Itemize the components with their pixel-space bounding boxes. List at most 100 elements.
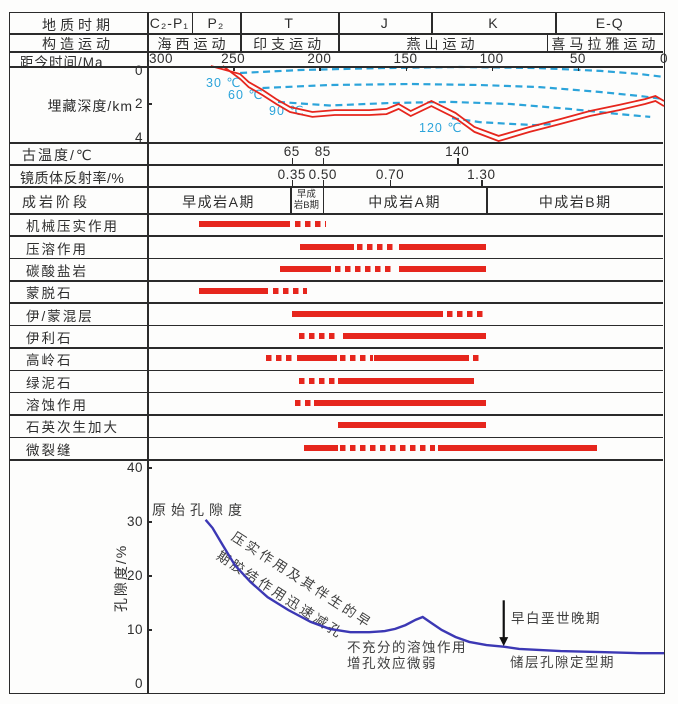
porosity-tick-label: 10 bbox=[126, 622, 143, 637]
porosity-tick-label: 30 bbox=[126, 514, 143, 529]
process-bar-solid bbox=[398, 243, 487, 250]
isotherm-label-120c: 120 ℃ bbox=[419, 121, 463, 135]
row-label-paleo-temp: 古温度/℃ bbox=[22, 147, 94, 163]
process-bar-solid bbox=[398, 265, 487, 272]
process-bar-solid bbox=[374, 355, 470, 362]
tectonic-cell-3: 喜马拉雅运动 bbox=[551, 36, 660, 52]
process-row-divider bbox=[9, 257, 663, 260]
row-divider bbox=[9, 66, 663, 68]
process-bar-dashed bbox=[472, 355, 482, 362]
paleo-temp-tick bbox=[291, 158, 294, 164]
period-cell-1: P₂ bbox=[207, 15, 225, 31]
isotherm-label-90c: 90 ℃ bbox=[269, 104, 305, 118]
isotherm-label-60c: 60 ℃ bbox=[228, 88, 264, 102]
stage-cell-0: 早成岩A期 bbox=[182, 194, 255, 210]
tectonic-cell-0: 海西运动 bbox=[157, 36, 230, 52]
row-divider bbox=[9, 164, 663, 166]
period-cell-divider bbox=[338, 12, 340, 33]
row-label-geologic-period: 地质时期 bbox=[42, 17, 114, 33]
process-label-5: 伊利石 bbox=[26, 331, 73, 346]
row-divider bbox=[9, 186, 663, 188]
time-tick-label: 100 bbox=[479, 51, 504, 66]
process-bar-dashed bbox=[357, 243, 396, 250]
paleo-temp-tick bbox=[322, 158, 325, 164]
process-label-4: 伊/蒙混层 bbox=[26, 308, 94, 324]
tectonic-cell-divider bbox=[546, 33, 549, 51]
porosity-tick bbox=[147, 629, 152, 631]
process-label-6: 高岭石 bbox=[26, 353, 73, 369]
process-bar-dashed bbox=[340, 355, 373, 362]
time-tick-label: 250 bbox=[221, 51, 246, 66]
tectonic-cell-divider bbox=[338, 33, 340, 51]
process-row-divider bbox=[9, 391, 663, 394]
time-tick bbox=[233, 66, 235, 71]
figure-outer-border bbox=[9, 12, 665, 694]
depth-tick-label: 4 bbox=[134, 130, 143, 145]
process-bar-solid bbox=[303, 444, 339, 451]
period-cell-divider bbox=[431, 12, 433, 33]
process-bar-dashed bbox=[295, 221, 327, 228]
process-label-10: 微裂缝 bbox=[26, 442, 73, 458]
annotation-porosity-finalized: 储层孔隙定型期 bbox=[510, 655, 615, 670]
paleo-temp-tick bbox=[457, 158, 459, 164]
stage-cell-divider bbox=[290, 186, 292, 213]
process-bar-dashed bbox=[272, 288, 308, 295]
process-bar-dashed bbox=[295, 400, 313, 407]
time-tick bbox=[491, 66, 494, 71]
process-row-divider bbox=[9, 414, 663, 416]
time-tick-label: 0 bbox=[659, 51, 668, 66]
row-divider bbox=[9, 213, 663, 215]
vitrinite-tick bbox=[291, 180, 294, 186]
annotation-original-porosity: 原始孔隙度 bbox=[152, 502, 247, 518]
period-cell-3: J bbox=[380, 15, 389, 31]
row-label-diagenetic-stage: 成岩阶段 bbox=[22, 194, 90, 210]
row-divider bbox=[9, 142, 663, 144]
porosity-tick bbox=[147, 521, 152, 523]
row-label-tectonic-movement: 构造运动 bbox=[42, 36, 114, 52]
process-bar-solid bbox=[198, 288, 268, 295]
process-row-divider bbox=[9, 280, 663, 282]
process-label-3: 蒙脱石 bbox=[26, 286, 73, 302]
paleo-temp-value: 140 bbox=[445, 144, 470, 159]
paleo-temp-value: 65 bbox=[283, 144, 300, 159]
stage-cell-3: 中成岩B期 bbox=[538, 194, 612, 210]
annotation-dissolution: 不充分的溶蚀作用 增孔效应微弱 bbox=[347, 640, 467, 671]
period-cell-2: T bbox=[284, 15, 294, 31]
process-label-8: 溶蚀作用 bbox=[26, 398, 88, 414]
row-label-vitrinite: 镜质体反射率/% bbox=[20, 170, 125, 186]
process-row-divider bbox=[9, 459, 663, 461]
vitrinite-tick bbox=[481, 180, 483, 186]
tectonic-cell-2: 燕山运动 bbox=[406, 36, 479, 52]
label-column-divider bbox=[147, 12, 149, 693]
time-tick-label: 200 bbox=[307, 51, 332, 66]
row-label-burial-depth: 埋藏深度/km bbox=[47, 98, 133, 114]
process-bar-dashed bbox=[298, 377, 337, 384]
porosity-tick-label: 40 bbox=[126, 460, 143, 475]
stage-cell-divider bbox=[322, 186, 325, 213]
process-bar-solid bbox=[198, 221, 291, 228]
process-bar-solid bbox=[343, 333, 487, 339]
process-row-divider bbox=[9, 302, 663, 304]
time-tick bbox=[577, 66, 580, 71]
process-bar-solid bbox=[438, 444, 597, 451]
process-row-divider bbox=[9, 324, 663, 327]
vitrinite-tick bbox=[322, 180, 325, 186]
porosity-tick-label: 0 bbox=[134, 676, 143, 691]
porosity-tick bbox=[147, 467, 152, 469]
time-tick-label: 150 bbox=[393, 51, 418, 66]
stage-cell-divider bbox=[486, 186, 488, 213]
process-bar-dashed bbox=[334, 265, 394, 272]
time-tick-label: 50 bbox=[569, 51, 586, 66]
time-tick bbox=[405, 66, 407, 71]
period-cell-4: K bbox=[488, 15, 499, 31]
process-bar-dashed bbox=[340, 444, 435, 451]
vitrinite-value: 0.70 bbox=[375, 167, 405, 182]
row-divider bbox=[9, 51, 663, 53]
porosity-tick-label: 20 bbox=[126, 568, 143, 583]
process-label-9: 石英次生加大 bbox=[26, 420, 119, 436]
tectonic-cell-divider bbox=[240, 33, 242, 51]
vitrinite-tick bbox=[389, 180, 392, 186]
vitrinite-value: 1.30 bbox=[467, 167, 496, 182]
time-tick-label: 300 bbox=[149, 51, 174, 66]
